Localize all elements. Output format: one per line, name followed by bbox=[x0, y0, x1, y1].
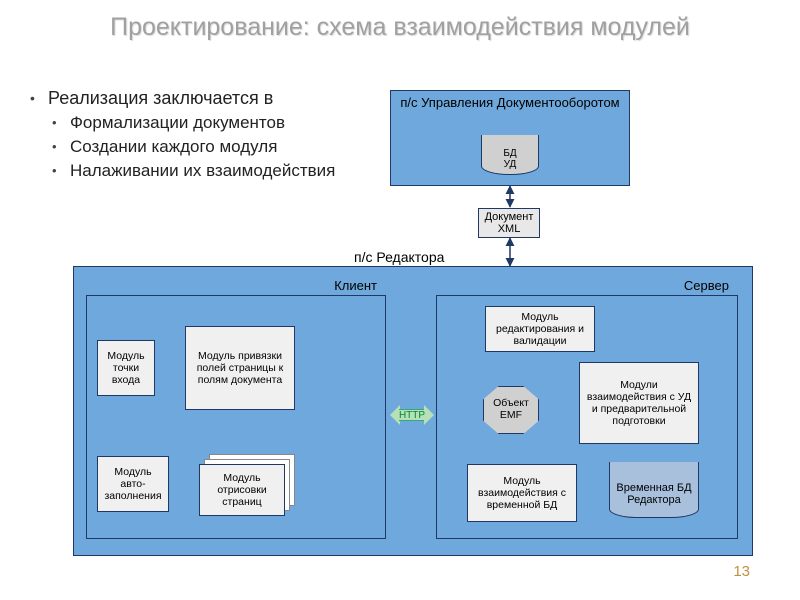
module-field-binding: Модуль привязки полей страницы к полям д… bbox=[185, 326, 295, 410]
module-autofill: Модуль авто-заполнения bbox=[97, 456, 169, 512]
http-connector: HTTP bbox=[390, 403, 434, 427]
server-label: Сервер bbox=[684, 278, 729, 293]
tempdb-label: Временная БД Редактора bbox=[610, 482, 698, 506]
module-edit-validate: Модуль редактирования и валидации bbox=[485, 306, 595, 352]
db-ud-cylinder: БД УД bbox=[481, 135, 539, 175]
editor-region: п/с Редактора Клиент Модуль точки входа … bbox=[73, 266, 753, 556]
http-label: HTTP bbox=[399, 410, 425, 421]
module-tempdb-interaction: Модуль взаимодействия с временной БД bbox=[467, 464, 577, 522]
management-title: п/с Управления Документооборотом bbox=[391, 91, 629, 110]
object-emf: Объект EMF bbox=[483, 386, 539, 434]
module-render: Модуль отрисовки страниц bbox=[199, 464, 285, 516]
client-region: Клиент Модуль точки входа Модуль привязк… bbox=[86, 295, 386, 539]
management-region: п/с Управления Документооборотом БД УД bbox=[390, 90, 630, 186]
editor-region-label: п/с Редактора bbox=[354, 249, 444, 265]
slide-number: 13 bbox=[733, 563, 750, 580]
module-render-stack: Модуль отрисовки страниц bbox=[199, 454, 295, 514]
tempdb-cylinder: Временная БД Редактора bbox=[609, 462, 699, 518]
server-region: Сервер Модуль редактирования и валидации… bbox=[436, 295, 738, 539]
module-ud-interaction: Модули взаимодействия с УД и предварител… bbox=[579, 362, 699, 444]
db-ud-label: БД УД bbox=[503, 148, 516, 170]
module-entry-point: Модуль точки входа bbox=[97, 340, 155, 396]
xml-document-box: Документ XML bbox=[478, 208, 540, 238]
client-label: Клиент bbox=[334, 278, 377, 293]
